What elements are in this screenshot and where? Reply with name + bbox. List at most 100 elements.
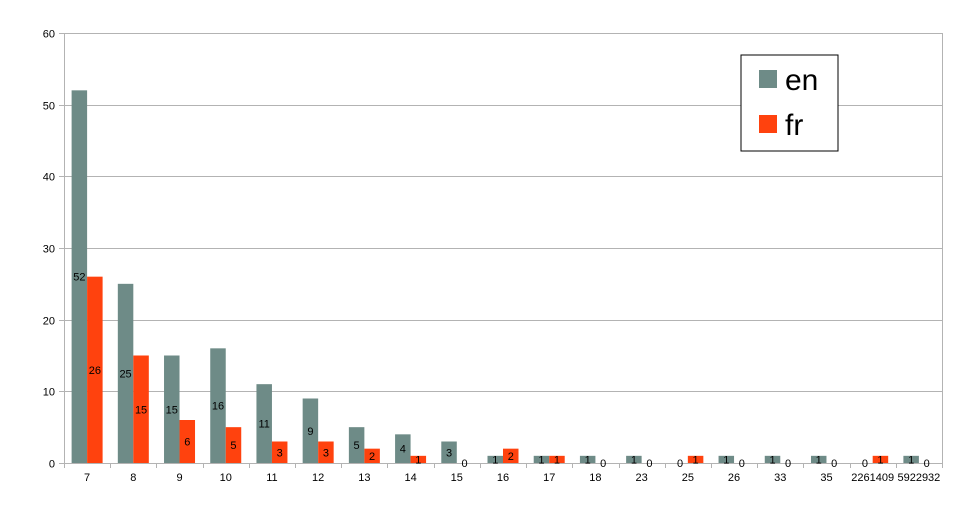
data-label-fr: 0 (600, 458, 606, 470)
y-tick-label: 30 (43, 244, 55, 256)
bar-en-18 (579, 455, 596, 463)
bar-en-9 (164, 355, 180, 463)
bar-en-11 (256, 384, 272, 463)
bar-en-26 (718, 455, 735, 463)
data-label-fr: 26 (89, 365, 101, 377)
x-tick-label: 26 (728, 472, 740, 484)
bar-en-35 (810, 455, 827, 463)
data-label-en: 15 (166, 404, 178, 416)
bar-en-14 (395, 434, 411, 463)
bar-fr-10 (225, 427, 242, 463)
data-label-en: 52 (73, 272, 85, 284)
data-label-en: 1 (723, 454, 729, 466)
data-label-fr: 3 (323, 447, 329, 459)
y-tick-label: 60 (43, 29, 55, 41)
bar-fr-2261409 (872, 455, 889, 463)
x-tick-label: 2261409 (851, 472, 894, 484)
bar-en-10 (210, 348, 226, 463)
x-tick-label: 9 (176, 472, 182, 484)
bar-en-7 (71, 90, 88, 463)
bars (71, 90, 919, 463)
y-tick-label: 10 (43, 387, 55, 399)
data-label-en: 5 (354, 440, 360, 452)
data-label-fr: 2 (508, 451, 514, 463)
data-label-fr: 1 (693, 454, 699, 466)
bar-fr-25 (687, 455, 704, 463)
x-tick-label: 17 (543, 472, 555, 484)
data-label-fr: 0 (831, 458, 837, 470)
data-label-en: 16 (212, 401, 224, 413)
bar-en-12 (302, 398, 319, 463)
bar-en-15 (441, 441, 457, 463)
x-tick-label: 25 (682, 472, 694, 484)
bar-fr-17 (549, 455, 565, 463)
x-tick-label: 11 (266, 472, 277, 484)
x-tick-label: 23 (636, 472, 648, 484)
data-label-en: 11 (258, 419, 269, 431)
data-label-en: 1 (908, 454, 914, 466)
y-tick-label: 50 (43, 101, 55, 113)
legend-swatch-en (759, 70, 777, 88)
y-tick-label: 40 (43, 172, 55, 184)
data-label-fr: 0 (924, 458, 930, 470)
bar-en-5922932 (903, 455, 919, 463)
x-axis: 7 8 9 10 11 12 13 14 15 16 17 18 23 25 26 33 35 2261409 59… (64, 463, 943, 484)
bar-fr-11 (271, 441, 288, 463)
data-label-en: 1 (492, 454, 498, 466)
bar-en-33 (764, 455, 781, 463)
data-label-fr: 5 (230, 440, 236, 452)
data-label-fr: 1 (877, 454, 883, 466)
data-label-en: 9 (307, 426, 313, 438)
data-label-fr: 0 (785, 458, 791, 470)
bar-fr-8 (133, 355, 149, 463)
bar-fr-9 (179, 420, 196, 463)
x-tick-label: 16 (497, 472, 509, 484)
data-label-en: 1 (816, 454, 822, 466)
bar-fr-13 (364, 448, 380, 463)
data-label-fr: 0 (739, 458, 745, 470)
bar-en-23 (626, 455, 642, 463)
x-tick-label: 33 (774, 472, 786, 484)
x-tick-label: 13 (358, 472, 370, 484)
bar-fr-14 (410, 455, 427, 463)
data-label-en: 0 (677, 458, 683, 470)
data-label-fr: 1 (554, 454, 560, 466)
data-label-fr: 6 (184, 437, 190, 449)
x-tick-label: 35 (820, 472, 832, 484)
data-label-fr: 3 (277, 447, 283, 459)
x-tick-label: 7 (84, 472, 90, 484)
x-tick-label: 5922932 (897, 472, 940, 484)
bar-fr-16 (503, 448, 519, 463)
legend: en fr (740, 54, 839, 152)
bar-en-16 (487, 455, 503, 463)
data-label-fr: 1 (415, 454, 421, 466)
data-label-en: 1 (585, 454, 591, 466)
data-label-en: 1 (538, 454, 544, 466)
x-tick-label: 15 (451, 472, 463, 484)
x-tick-label: 8 (130, 472, 136, 484)
data-label-en: 1 (631, 454, 637, 466)
bar-en-13 (348, 427, 365, 463)
x-tick-label: 18 (589, 472, 601, 484)
data-label-en: 3 (446, 447, 452, 459)
y-tick-label: 20 (43, 316, 55, 328)
x-tick-label: 12 (312, 472, 324, 484)
y-tick-label: 0 (49, 459, 55, 471)
bar-fr-12 (318, 441, 334, 463)
legend-swatch-fr (759, 115, 777, 133)
legend-box (740, 54, 839, 152)
legend-label-fr: fr (785, 109, 803, 142)
data-label-fr: 2 (369, 451, 375, 463)
data-label-fr: 15 (135, 404, 147, 416)
data-label-en: 0 (862, 458, 868, 470)
data-label-fr: 0 (461, 458, 467, 470)
data-label-en: 25 (119, 368, 131, 380)
bar-en-8 (117, 283, 134, 463)
legend-label-en: en (785, 64, 818, 97)
bar-en-17 (533, 455, 550, 463)
data-label-fr: 0 (646, 458, 652, 470)
x-tick-label: 10 (220, 472, 232, 484)
